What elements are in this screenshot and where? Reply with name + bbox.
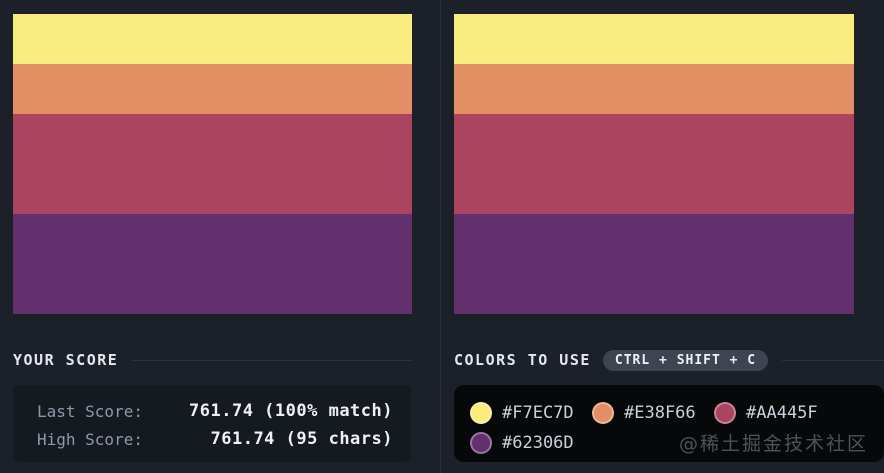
swatch-item-red[interactable]: #AA445F [714,402,818,424]
watermark: @稀土掘金技术社区 [678,433,868,455]
yellow-swatch-hex: #F7EC7D [502,403,574,423]
colors-to-use-title: COLORS TO USE [454,351,591,369]
output-stripe-red [13,114,412,214]
last-score-label: Last Score: [37,401,143,421]
target-stripe-purple [454,214,854,314]
swatch-item-yellow[interactable]: #F7EC7D [470,402,592,424]
output-stripe-yellow [13,14,412,64]
swatch-item-orange[interactable]: #E38F66 [592,402,714,424]
swatch-item-purple[interactable]: #62306D [470,432,592,454]
high-score-row: High Score: 761.74 (95 chars) [37,425,393,453]
score-card: Last Score: 761.74 (100% match) High Sco… [13,385,411,462]
target-image-panel[interactable] [454,14,854,314]
your-score-title: YOUR SCORE [13,351,119,369]
red-swatch-dot-icon [714,402,736,424]
swatch-row-1: #F7EC7D #E38F66 #AA445F [470,398,868,428]
swatch-row-2: #62306D [470,428,868,458]
output-stripe-purple [13,214,412,314]
high-score-value: 761.74 (95 chars) [210,429,393,449]
last-score-value: 761.74 (100% match) [189,401,393,421]
output-render-panel[interactable] [13,14,412,314]
copy-shortcut-badge: CTRL + SHIFT + C [602,349,769,371]
your-score-heading-row: YOUR SCORE [13,348,412,372]
target-stripe-yellow [454,14,854,64]
purple-swatch-dot-icon [470,432,492,454]
high-score-label: High Score: [37,429,143,449]
orange-swatch-hex: #E38F66 [624,403,696,423]
colors-to-use-divider-line [782,359,884,361]
orange-swatch-dot-icon [592,402,614,424]
your-score-divider-line [132,359,412,361]
colors-card: #F7EC7D #E38F66 #AA445F #62306D [454,385,884,462]
target-stripe-red [454,114,854,214]
target-stripe-orange [454,64,854,114]
last-score-row: Last Score: 761.74 (100% match) [37,397,393,425]
purple-swatch-hex: #62306D [502,433,574,453]
colors-to-use-heading-row: COLORS TO USE CTRL + SHIFT + C [454,348,884,372]
red-swatch-hex: #AA445F [746,403,818,423]
output-stripe-orange [13,64,412,114]
yellow-swatch-dot-icon [470,402,492,424]
column-divider [440,0,441,473]
